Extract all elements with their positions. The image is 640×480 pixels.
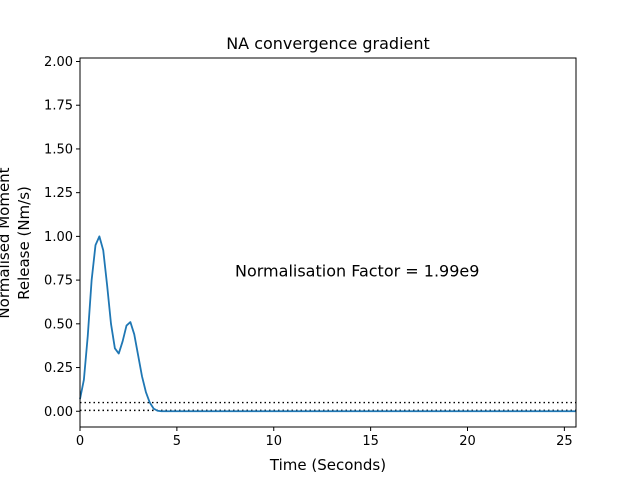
y-tick-label-2: 0.50 bbox=[44, 317, 73, 332]
y-tick-label-3: 0.75 bbox=[44, 274, 73, 289]
y-axis-label-line2: Release (Nm/s) bbox=[15, 186, 33, 300]
x-tick-label-3: 15 bbox=[362, 434, 379, 449]
y-tick-label-6: 1.50 bbox=[44, 142, 73, 157]
normalisation-annotation: Normalisation Factor = 1.99e9 bbox=[235, 261, 479, 280]
x-tick-label-5: 25 bbox=[556, 434, 573, 449]
series-line-0 bbox=[79, 235, 576, 413]
x-tick-label-4: 20 bbox=[459, 434, 476, 449]
x-tick-label-0: 0 bbox=[76, 434, 84, 449]
x-tick-label-2: 10 bbox=[265, 434, 282, 449]
x-tick-label-1: 5 bbox=[173, 434, 181, 449]
y-tick-label-8: 2.00 bbox=[44, 55, 73, 70]
y-tick-label-7: 1.75 bbox=[44, 99, 73, 114]
y-axis-label-line1: Normalised Moment bbox=[0, 167, 13, 318]
y-tick-label-1: 0.25 bbox=[44, 361, 73, 376]
x-axis-label: Time (Seconds) bbox=[269, 456, 386, 474]
chart-title: NA convergence gradient bbox=[226, 34, 430, 53]
y-tick-label-4: 1.00 bbox=[44, 230, 73, 245]
y-tick-label-0: 0.00 bbox=[44, 405, 73, 420]
y-axis-label: Normalised Moment Release (Nm/s) bbox=[0, 167, 33, 318]
plot-frame bbox=[79, 57, 577, 428]
y-tick-label-5: 1.25 bbox=[44, 186, 73, 201]
